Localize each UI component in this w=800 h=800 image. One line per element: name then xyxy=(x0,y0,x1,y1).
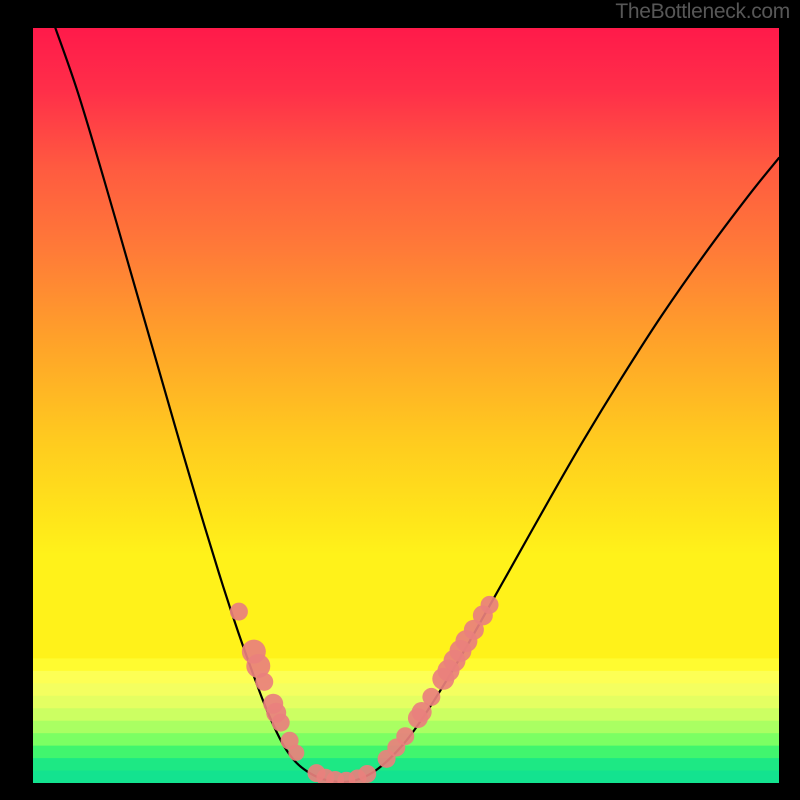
data-marker xyxy=(288,745,304,761)
chart-frame: TheBottleneck.com xyxy=(0,0,800,800)
data-marker xyxy=(272,714,290,732)
gradient-band xyxy=(33,771,779,783)
data-marker xyxy=(358,765,376,783)
gradient-band xyxy=(33,658,779,671)
plot-svg xyxy=(33,28,779,783)
data-marker xyxy=(230,603,248,621)
gradient-band xyxy=(33,746,779,759)
gradient-band xyxy=(33,758,779,771)
gradient-band xyxy=(33,708,779,721)
data-marker xyxy=(422,688,440,706)
data-marker xyxy=(255,673,273,691)
gradient-band xyxy=(33,683,779,696)
gradient-background xyxy=(33,28,779,659)
data-marker xyxy=(396,727,414,745)
watermark-text: TheBottleneck.com xyxy=(615,0,790,24)
plot-area xyxy=(33,28,779,783)
data-marker xyxy=(481,596,499,614)
gradient-band xyxy=(33,696,779,709)
gradient-band xyxy=(33,671,779,684)
